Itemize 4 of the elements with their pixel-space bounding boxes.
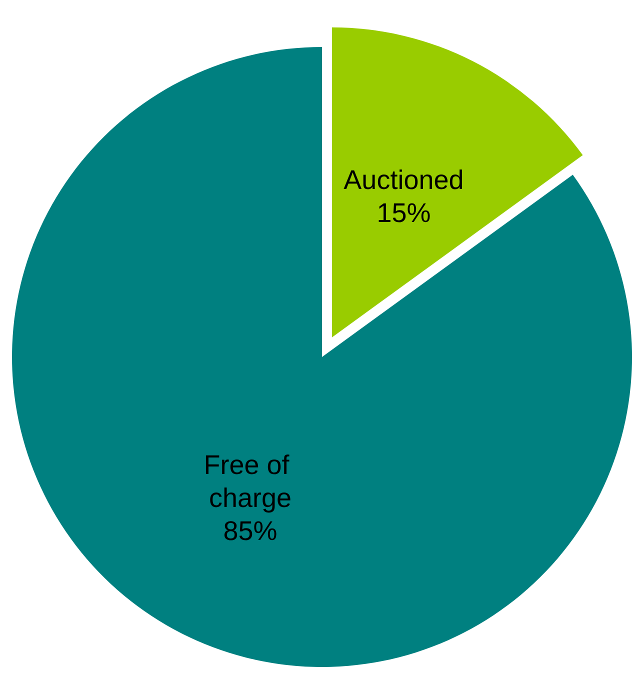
slice-label: Free of charge bbox=[204, 450, 297, 513]
data-label: 15% bbox=[376, 198, 431, 228]
slice-label: Auctioned bbox=[344, 165, 464, 196]
data-label: 85% bbox=[223, 516, 278, 546]
